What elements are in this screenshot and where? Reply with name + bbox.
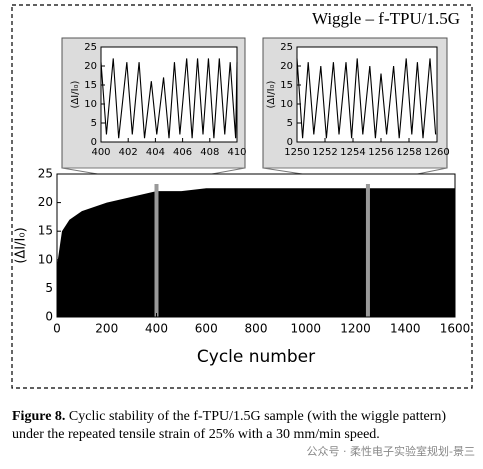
- highlight-bar: [365, 184, 370, 317]
- signal-line: [100, 58, 238, 139]
- y-tick-label: 10: [280, 99, 293, 110]
- caption: Figure 8. Cyclic stability of the f-TPU/…: [12, 408, 474, 444]
- y-tick-label: 25: [38, 167, 53, 181]
- caption-label: Figure 8.: [12, 409, 66, 424]
- x-tick-label: 408: [200, 147, 219, 158]
- plot-frame: [100, 46, 238, 143]
- x-tick-label: 1256: [368, 147, 393, 158]
- x-tick-label: 1250: [284, 147, 309, 158]
- y-tick-label: 15: [38, 224, 53, 238]
- y-tick-label: 20: [38, 195, 53, 209]
- x-tick-label: 1600: [440, 322, 471, 336]
- y-tick-label: 20: [84, 61, 97, 72]
- y-tick-label: 0: [287, 137, 293, 148]
- y-tick-label: 10: [38, 252, 53, 266]
- y-axis-label: (ΔI/I₀): [70, 80, 81, 108]
- x-tick-label: 402: [119, 147, 138, 158]
- x-tick-label: 1260: [424, 147, 449, 158]
- plot-frame: [296, 46, 438, 143]
- x-tick-label: 600: [195, 322, 218, 336]
- caption-text: Cyclic stability of the f-TPU/1.5G sampl…: [12, 409, 447, 442]
- y-tick-label: 20: [280, 61, 293, 72]
- y-tick-label: 15: [280, 80, 293, 91]
- y-tick-label: 25: [280, 42, 293, 53]
- y-tick-label: 0: [91, 137, 97, 148]
- x-axis-label: Cycle number: [197, 347, 315, 367]
- y-tick-label: 5: [287, 118, 293, 129]
- x-tick-label: 1254: [340, 147, 365, 158]
- y-tick-label: 25: [84, 42, 97, 53]
- x-tick-label: 1258: [396, 147, 421, 158]
- x-tick-label: 1400: [390, 322, 421, 336]
- x-tick-label: 404: [146, 147, 165, 158]
- y-axis-label: (ΔI/I₀): [266, 80, 277, 108]
- x-tick-label: 400: [145, 322, 168, 336]
- y-axis-label: (ΔI/I₀): [14, 227, 29, 263]
- x-tick-label: 1000: [290, 322, 321, 336]
- y-tick-label: 5: [91, 118, 97, 129]
- x-tick-label: 1200: [340, 322, 371, 336]
- signal-line: [296, 58, 437, 139]
- y-tick-label: 10: [84, 99, 97, 110]
- x-tick-label: 200: [95, 322, 118, 336]
- x-tick-label: 800: [245, 322, 268, 336]
- x-tick-label: 1252: [312, 147, 337, 158]
- x-tick-label: 0: [53, 322, 61, 336]
- x-tick-label: 410: [227, 147, 246, 158]
- frame: [11, 4, 473, 389]
- y-tick-label: 0: [45, 310, 53, 324]
- figure: Wiggle – f-TPU/1.5G 0 200 400 600 800 1000 120…: [11, 4, 473, 389]
- watermark: 公众号 · 柔性电子实验室规划-景三: [306, 443, 475, 459]
- chart-title: Wiggle – f-TPU/1.5G: [312, 9, 460, 28]
- x-tick-label: 400: [91, 147, 110, 158]
- y-tick-label: 5: [45, 281, 53, 295]
- highlight-bar: [154, 184, 159, 317]
- x-tick-label: 406: [173, 147, 192, 158]
- y-tick-label: 15: [84, 80, 97, 91]
- signal-area: [57, 188, 455, 317]
